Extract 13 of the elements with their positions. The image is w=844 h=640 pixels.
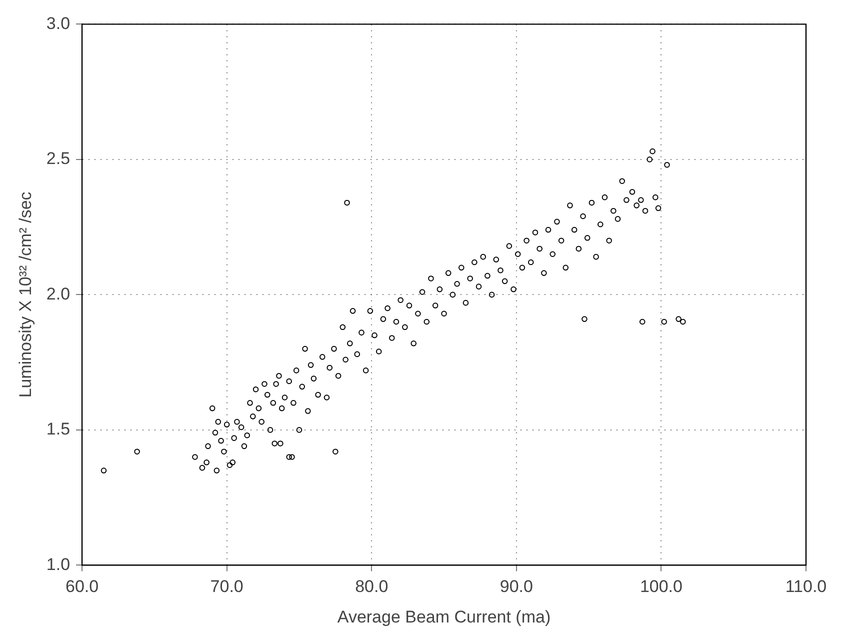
y-tick-label: 1.0: [46, 554, 70, 574]
x-tick-label: 70.0: [210, 577, 244, 596]
x-tick-label: 60.0: [65, 577, 99, 596]
x-axis-title: Average Beam Current (ma): [337, 607, 551, 626]
x-tick-label: 90.0: [500, 577, 533, 596]
y-tick-label: 3.0: [46, 14, 70, 33]
y-tick-label: 2.5: [46, 149, 70, 168]
x-tick-label: 80.0: [355, 577, 388, 596]
y-axis-title: Luminosity X 10³² /cm² /sec: [16, 191, 35, 398]
y-tick-label: 2.0: [46, 284, 70, 304]
x-tick-label: 110.0: [785, 577, 827, 596]
x-tick-label: 100.0: [640, 577, 682, 596]
y-tick-label: 1.5: [46, 420, 70, 439]
